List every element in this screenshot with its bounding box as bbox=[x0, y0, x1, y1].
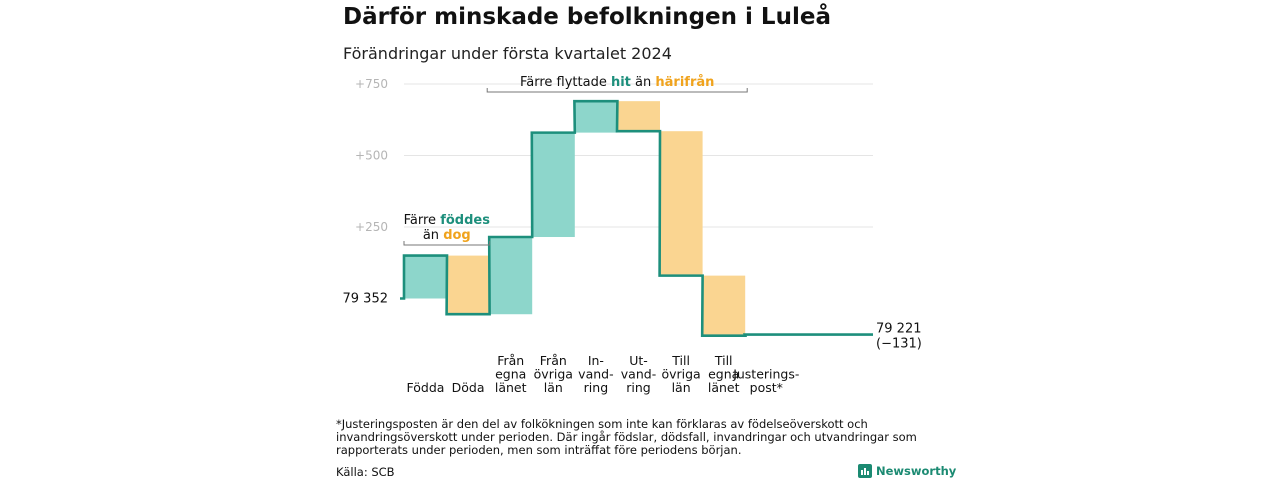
category-label: övriga bbox=[534, 367, 573, 382]
y-tick-label: +500 bbox=[355, 149, 388, 163]
start-value-label: 79 352 bbox=[343, 292, 389, 307]
category-label: vand- bbox=[578, 367, 613, 382]
category-label: Ut- bbox=[629, 353, 648, 368]
category-label: Från bbox=[497, 353, 524, 368]
category-label: län bbox=[672, 380, 691, 395]
footnote: *Justeringsposten är den del av folkökni… bbox=[336, 417, 917, 457]
annotation-bracket bbox=[403, 241, 491, 246]
chart-subtitle: Förändringar under första kvartalet 2024 bbox=[343, 44, 672, 63]
category-label: Till bbox=[671, 353, 690, 368]
annotation-births-line1: Färre föddes bbox=[404, 213, 491, 228]
category-label: ring bbox=[626, 380, 650, 395]
category-label: län bbox=[544, 380, 563, 395]
category-label: länet bbox=[495, 380, 527, 395]
category-label: Till bbox=[714, 353, 733, 368]
end-value-label: 79 221 bbox=[876, 322, 922, 337]
brand-name: Newsworthy bbox=[876, 464, 957, 478]
waterfall-bar bbox=[702, 275, 746, 336]
y-tick-label: +750 bbox=[355, 77, 388, 91]
level-line bbox=[400, 99, 873, 337]
waterfall-bar bbox=[446, 255, 490, 315]
category-label: vand- bbox=[621, 367, 656, 382]
category-label: Födda bbox=[407, 380, 445, 395]
annotation-migration: Färre flyttade hit än härifrån bbox=[520, 75, 714, 90]
category-label: egna bbox=[495, 367, 526, 382]
category-label: övriga bbox=[661, 367, 700, 382]
waterfall-bar bbox=[489, 237, 533, 315]
category-label: post* bbox=[750, 380, 783, 395]
source-label: Källa: SCB bbox=[336, 465, 395, 479]
category-label: länet bbox=[708, 380, 740, 395]
chart-title: Därför minskade befolkningen i Luleå bbox=[343, 4, 831, 30]
category-label: Döda bbox=[452, 380, 485, 395]
category-label: egna bbox=[708, 367, 739, 382]
annotation-births-line2: än dog bbox=[423, 228, 471, 243]
newsworthy-logo-icon bbox=[858, 464, 872, 478]
category-label: Från bbox=[540, 353, 567, 368]
annotation-bracket bbox=[486, 88, 748, 93]
end-change-label: (−131) bbox=[876, 337, 922, 352]
waterfall-chart: +250 +500 +750 79 352 79 221(−131) Födda Döda F… bbox=[343, 75, 922, 395]
category-label: Justerings- bbox=[732, 367, 799, 382]
waterfall-bar bbox=[574, 101, 618, 133]
waterfall-bar bbox=[659, 131, 703, 276]
waterfall-bar bbox=[617, 101, 660, 132]
waterfall-bar bbox=[404, 255, 447, 299]
category-label: ring bbox=[584, 380, 608, 395]
waterfall-bar bbox=[531, 132, 575, 238]
brand-logo: Newsworthy bbox=[858, 464, 956, 478]
y-tick-label: +250 bbox=[355, 220, 388, 234]
category-label: In- bbox=[588, 353, 604, 368]
